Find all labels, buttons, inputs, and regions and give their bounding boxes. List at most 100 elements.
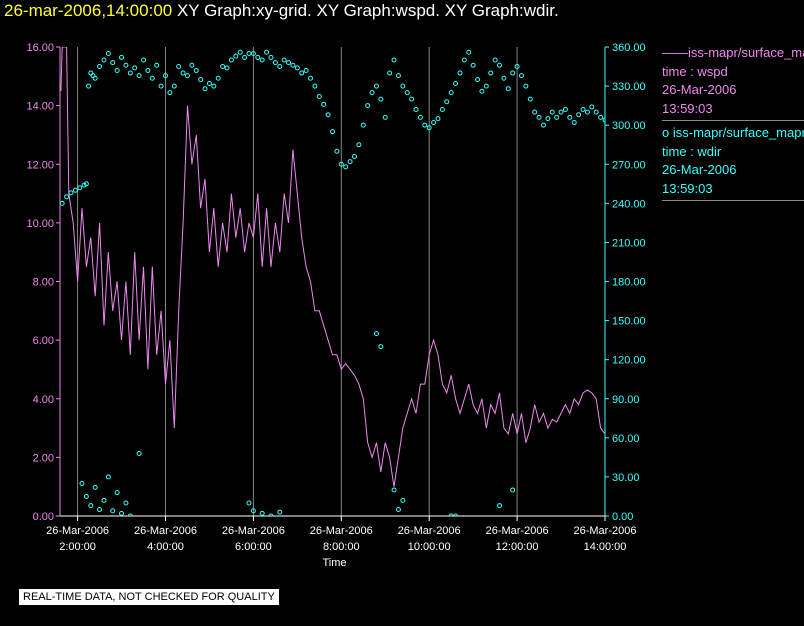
- x-tick-label-date: 26-Mar-2006: [310, 525, 373, 537]
- point-wdir: [395, 73, 401, 79]
- point-wdir: [457, 70, 463, 76]
- point-wdir: [448, 513, 454, 516]
- legend-wspd-date: 26-Mar-2006: [662, 82, 737, 97]
- point-wdir: [250, 508, 256, 514]
- point-wdir: [330, 129, 335, 135]
- y-left-tick-label: 14.00: [26, 101, 54, 113]
- x-tick-label-date: 26-Mar-2006: [46, 525, 109, 537]
- point-wdir: [501, 75, 507, 81]
- x-tick-label-time: 4:00:00: [147, 541, 184, 553]
- point-wdir: [127, 513, 133, 516]
- point-wdir: [308, 75, 314, 81]
- point-wdir: [154, 62, 160, 68]
- point-wdir: [417, 114, 423, 120]
- y-right-tick-label: 60.00: [612, 433, 640, 445]
- point-wdir: [228, 57, 234, 63]
- point-wdir: [523, 83, 529, 89]
- header-timestamp: 26-mar-2006,14:00:00: [4, 1, 173, 20]
- point-wdir: [211, 83, 217, 89]
- legend-entry-wdir[interactable]: o iss-mapr/surface_mapr time : wdir 26-M…: [662, 124, 804, 201]
- point-wdir: [312, 83, 318, 89]
- legend-entry-wspd[interactable]: ——iss-mapr/surface_mapr time : wspd 26-M…: [662, 44, 804, 121]
- point-wdir: [382, 114, 388, 120]
- point-wdir: [92, 75, 98, 81]
- point-wdir: [158, 83, 164, 89]
- point-wdir: [123, 500, 129, 506]
- point-wdir: [110, 508, 116, 514]
- point-wdir: [303, 67, 309, 73]
- point-wdir: [68, 190, 74, 196]
- y-right-tick-label: 360.00: [612, 42, 646, 54]
- point-wdir: [237, 49, 243, 55]
- y-right-tick-label: 150.00: [612, 316, 646, 328]
- point-wdir: [422, 122, 428, 128]
- point-wdir: [426, 125, 432, 131]
- point-wdir: [246, 51, 252, 57]
- point-wdir: [554, 114, 560, 120]
- point-wdir: [593, 109, 599, 115]
- point-wdir: [64, 194, 70, 200]
- legend-wdir-date: 26-Mar-2006: [662, 162, 737, 177]
- point-wdir: [136, 73, 142, 79]
- x-tick-label-date: 26-Mar-2006: [574, 525, 637, 537]
- point-wdir: [180, 70, 186, 76]
- y-right-tick-label: 300.00: [612, 120, 646, 132]
- point-wdir: [562, 107, 568, 113]
- legend-wdir-name: o iss-mapr/surface_mapr: [662, 125, 804, 140]
- point-wdir: [391, 487, 397, 493]
- y-left-tick-label: 0.00: [33, 511, 54, 523]
- point-wdir: [479, 88, 485, 94]
- graph-header: 26-mar-2006,14:00:00 XY Graph:xy-grid. X…: [4, 1, 559, 21]
- point-wdir: [215, 75, 221, 81]
- header-titles: XY Graph:xy-grid. XY Graph:wspd. XY Grap…: [176, 1, 559, 20]
- y-right-tick-label: 0.00: [612, 511, 633, 523]
- point-wdir: [439, 107, 445, 113]
- point-wdir: [518, 73, 524, 79]
- point-wdir: [338, 161, 344, 167]
- point-wdir: [584, 109, 590, 115]
- point-wdir: [510, 487, 516, 493]
- point-wdir: [453, 80, 459, 86]
- point-wdir: [453, 513, 459, 516]
- point-wdir: [149, 75, 155, 81]
- point-wdir: [123, 62, 129, 68]
- point-wdir: [321, 101, 327, 107]
- point-wdir: [246, 500, 252, 506]
- point-wdir: [598, 114, 604, 120]
- point-wdir: [97, 64, 103, 70]
- point-wdir: [299, 70, 305, 76]
- point-wdir: [351, 153, 357, 159]
- point-wdir: [400, 83, 406, 89]
- point-wdir: [602, 117, 605, 123]
- point-wdir: [277, 64, 283, 70]
- x-tick-label-time: 2:00:00: [59, 541, 96, 553]
- point-wdir: [387, 70, 393, 76]
- point-wdir: [571, 120, 577, 126]
- point-wdir: [110, 60, 116, 66]
- point-wdir: [268, 54, 274, 60]
- point-wdir: [272, 60, 278, 66]
- point-wdir: [505, 86, 511, 92]
- point-wdir: [79, 480, 85, 486]
- point-wdir: [334, 148, 340, 154]
- point-wdir: [189, 62, 195, 68]
- point-wdir: [409, 96, 415, 102]
- point-wdir: [378, 344, 384, 350]
- point-wdir: [510, 70, 516, 76]
- y-right-tick-label: 90.00: [612, 394, 640, 406]
- point-wdir: [233, 53, 239, 59]
- point-wdir: [286, 60, 292, 66]
- point-wdir: [206, 80, 212, 86]
- point-wdir: [497, 62, 503, 68]
- y-right-tick-label: 270.00: [612, 159, 646, 171]
- x-tick-label-time: 10:00:00: [408, 541, 451, 553]
- series-line-wspd: [60, 47, 605, 487]
- y-left-tick-label: 10.00: [26, 218, 54, 230]
- legend-wspd-time: 13:59:03: [662, 100, 713, 116]
- point-wdir: [391, 57, 397, 63]
- point-wdir: [92, 484, 98, 490]
- point-wdir: [167, 90, 173, 96]
- x-tick-label-time: 14:00:00: [584, 541, 627, 553]
- point-wdir: [193, 67, 199, 73]
- point-wdir: [97, 506, 103, 512]
